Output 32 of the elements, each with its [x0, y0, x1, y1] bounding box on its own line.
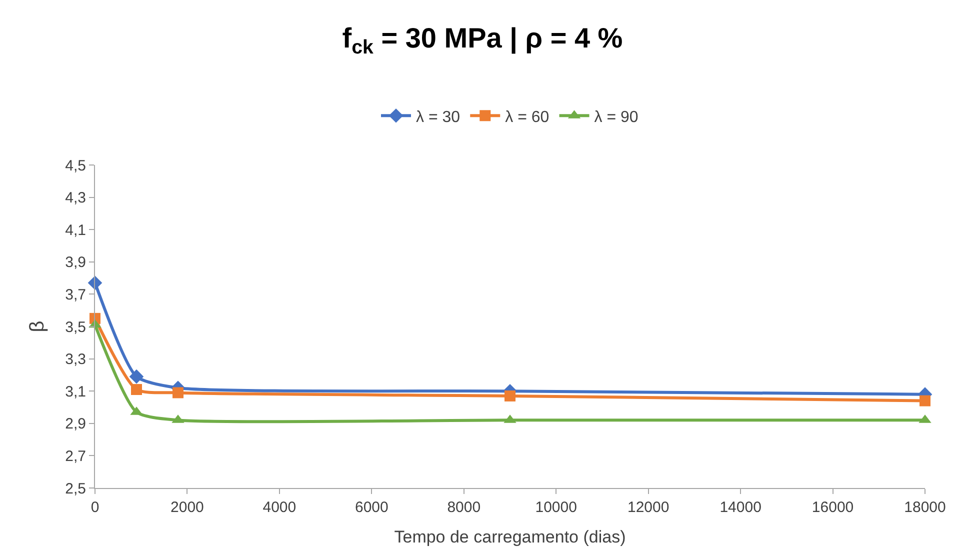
x-axis-title: Tempo de carregamento (dias): [394, 527, 626, 546]
y-tick-label: 3,7: [65, 286, 86, 304]
y-tick-label: 4,3: [65, 190, 86, 207]
point: [131, 384, 142, 395]
y-tick-label: 2,9: [65, 416, 86, 433]
legend-label: λ = 60: [505, 108, 550, 126]
chart-title: f$_{ck}$ = 30 MPa | ρ = 4 %: [342, 22, 623, 58]
y-axis-title: β: [26, 320, 49, 332]
y-tick-label: 4,5: [65, 157, 86, 174]
point: [504, 390, 516, 402]
x-tick-label: 6000: [354, 499, 388, 516]
point: [129, 369, 144, 384]
legend-label: λ = 30: [416, 108, 460, 126]
y-tick-label: 3,9: [65, 254, 86, 272]
point: [172, 387, 184, 398]
y-tick-label: 4,1: [65, 222, 86, 239]
x-tick-label: 2000: [170, 499, 204, 516]
x-tick-label: 10000: [535, 499, 577, 516]
x-tick-label: 12000: [627, 499, 670, 516]
legend-label: λ = 90: [594, 108, 638, 126]
x-tick-label: 14000: [720, 499, 762, 516]
y-tick-label: 3,5: [65, 318, 86, 336]
x-tick-label: 18000: [904, 499, 946, 516]
x-tick-label: 0: [90, 499, 100, 516]
y-tick-label: 2,7: [65, 448, 86, 465]
point: [920, 395, 930, 406]
x-tick-label: 4000: [262, 499, 296, 516]
y-tick-label: 3,3: [65, 351, 86, 368]
x-tick-label: 16000: [812, 499, 854, 516]
y-tick-label: 3,1: [65, 383, 86, 400]
x-tick-label: 8000: [447, 499, 481, 516]
y-tick-label: 2,5: [65, 480, 86, 498]
